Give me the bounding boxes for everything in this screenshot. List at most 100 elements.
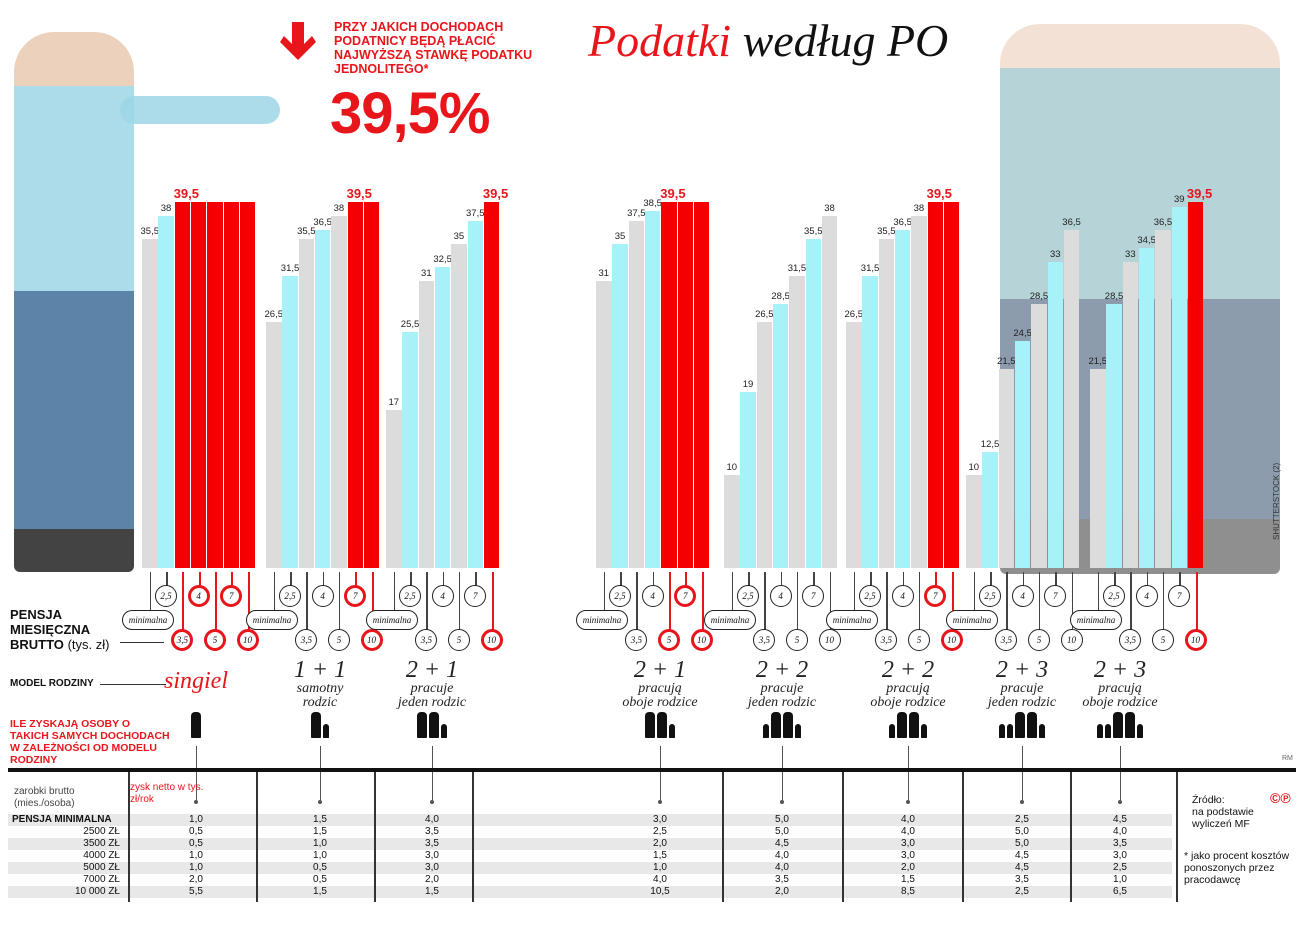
arrow-line [1022, 746, 1023, 802]
table-row: 7000 ZŁ 2,0 0,5 2,0 4,0 3,5 1,5 3,5 1,0 [8, 874, 1172, 886]
salary-level-circle: 3,5 [995, 629, 1018, 651]
bar [1155, 229, 1171, 568]
connector-line [1055, 572, 1057, 586]
bar [1171, 206, 1187, 568]
bar-value-label: 35,5 [877, 226, 896, 238]
connector-line [1038, 572, 1041, 630]
connector-line [701, 572, 704, 630]
arrow-line [660, 746, 661, 802]
connector-line [442, 572, 445, 586]
page-title: Podatki według PO [588, 15, 949, 66]
bar-value-label: 36,5 [1062, 216, 1081, 228]
bar [789, 276, 805, 568]
salary-level-circle: 7 [1044, 585, 1067, 607]
bar-value-label: 38 [333, 202, 345, 214]
bar-value-label: 35,5 [297, 226, 316, 238]
table-cell: 2,0 [901, 862, 915, 873]
arrow-dot [780, 800, 784, 804]
bar [1122, 262, 1139, 568]
arrow-dot [318, 800, 322, 804]
table-cell: 3,5 [425, 826, 439, 837]
salary-level-circle: 4 [431, 585, 454, 607]
bar [982, 452, 998, 568]
bar-value-label: 35 [614, 230, 626, 242]
table-cell: 1,0 [1113, 874, 1127, 885]
bar-value-label: 36,5 [893, 216, 912, 228]
salary-level-circle: 4 [187, 585, 210, 607]
table-cell: 4,0 [901, 814, 915, 825]
bar-value-label: 31,5 [787, 263, 807, 275]
bar [190, 202, 207, 568]
bar-value-label: 10 [968, 462, 980, 474]
connector-line [491, 572, 494, 630]
bar [331, 215, 347, 568]
row-label: 10 000 ZŁ [74, 886, 120, 897]
salary-level-circle: 4 [891, 585, 914, 607]
salary-level-circle: 4 [769, 585, 792, 607]
salary-level-circle: 2,5 [859, 585, 882, 607]
table-cell: 10,5 [650, 886, 670, 897]
salary-level-circle: 7 [802, 585, 825, 607]
table-cell: 3,0 [901, 850, 915, 861]
bar-value-label: 21,5 [1088, 355, 1108, 367]
salary-level-circle: 10 [236, 629, 259, 651]
table-divider [256, 772, 258, 902]
salary-level-circle: 2,5 [979, 585, 1002, 607]
connector-line [636, 572, 638, 630]
bar [402, 331, 418, 568]
table-cell: 3,0 [653, 814, 667, 825]
salary-level-circle: 2,5 [279, 585, 302, 607]
connector-line [182, 572, 185, 630]
salary-minimal-pill: minimalna [1069, 610, 1123, 630]
source-text: na podstawie wyliczeń MF [1192, 806, 1254, 830]
table-row: 2500 ZŁ 0,5 1,5 3,5 2,5 5,0 4,0 5,0 4,0 [8, 826, 1172, 838]
salary-minimal-pill: minimalna [575, 610, 629, 630]
salary-level-circle: 10 [480, 629, 503, 651]
bar-value-label: 31,5 [860, 263, 880, 275]
connector-line [902, 572, 905, 586]
bar-value-label: 12,5 [980, 439, 1000, 451]
salary-level-circle: 10 [940, 629, 963, 651]
bar-value-label: 39,5 [1186, 186, 1213, 201]
photo-credit: SHUTTERSTOCK (2) [1272, 462, 1281, 540]
connector-line [829, 572, 832, 630]
connector-line [918, 572, 921, 630]
salary-level-circle: 3,5 [415, 629, 438, 651]
bar [174, 202, 191, 568]
table-cell: 1,5 [313, 814, 327, 825]
copyright-icon: ©℗ [1270, 790, 1291, 806]
connector-line [764, 572, 766, 630]
salary-level-circle: 5 [657, 629, 680, 651]
bar [282, 276, 298, 568]
source-title: Źródło: [1192, 794, 1225, 806]
table-cell: 3,0 [1113, 850, 1127, 861]
bar-value-label: 34,5 [1137, 235, 1156, 247]
table-cell: 2,5 [1113, 862, 1127, 873]
bar [223, 202, 239, 568]
connector-line [247, 572, 250, 630]
table-cell: 1,0 [189, 814, 203, 825]
table-cell: 3,0 [425, 862, 439, 873]
connector-line [951, 572, 954, 630]
man-arm [120, 96, 280, 124]
table-cell: 4,5 [1015, 850, 1029, 861]
family-model-label: 2 + 2 pracuje jeden rodzic [747, 657, 817, 710]
table-cell: 0,5 [189, 838, 203, 849]
salary-level-circle: 3,5 [171, 629, 194, 651]
intro-text: PRZY JAKICH DOCHODACH PODATNICY BĘDĄ PŁA… [334, 20, 533, 76]
row-label: 2500 ZŁ [83, 826, 120, 837]
model-label: MODEL RODZINY [10, 678, 94, 689]
connector-line [393, 572, 396, 610]
table-cell: 4,5 [1015, 862, 1029, 873]
arrow-line [782, 746, 783, 802]
connector-line [1071, 572, 1074, 630]
table-cell: 1,5 [653, 850, 667, 861]
table-row: 3500 ZŁ 0,5 1,0 3,5 2,0 4,5 3,0 5,0 3,5 [8, 838, 1172, 850]
salary-minimal-pill: minimalna [825, 610, 879, 630]
arrow-dot [194, 800, 198, 804]
bar [363, 202, 380, 568]
salary-level-circle: 4 [1011, 585, 1034, 607]
arrow-line [432, 746, 433, 802]
salary-level-circle: 10 [360, 629, 383, 651]
bar-value-label: 39,5 [482, 186, 509, 201]
